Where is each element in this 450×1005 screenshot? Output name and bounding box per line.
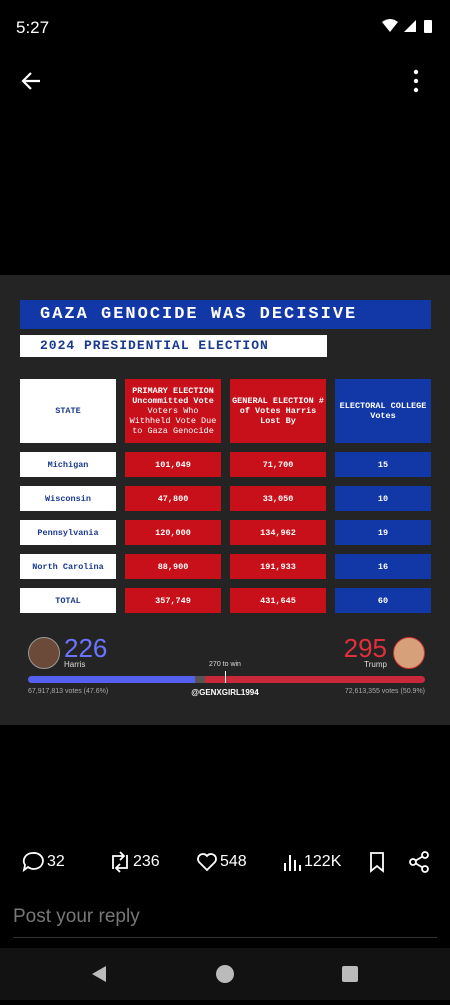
table-cell: 16 (335, 554, 431, 579)
harris-popular: 67,917,813 votes (47.6%) (28, 688, 109, 695)
back-button[interactable] (20, 70, 44, 92)
harris-avatar (28, 637, 60, 669)
header-cell: PRIMARY ELECTION Uncommitted Vote Voters … (125, 379, 221, 443)
like-icon[interactable] (196, 851, 218, 873)
divider (13, 937, 437, 938)
repost-count: 236 (133, 853, 160, 870)
nav-buttons[interactable] (0, 948, 450, 1000)
header-cell: ELECTORAL COLLEGE Votes (335, 379, 431, 443)
table-cell: 431,645 (230, 588, 326, 613)
harris-votes: 226 (64, 633, 108, 663)
status-icons (382, 19, 432, 33)
table-cell: 71,700 (230, 452, 326, 477)
harris-name: Harris (64, 660, 86, 669)
reply-input[interactable]: Post your reply (13, 906, 140, 927)
views-icon[interactable] (282, 851, 302, 873)
trump-votes: 295 (343, 633, 387, 663)
table-cell: 191,933 (230, 554, 326, 579)
table-cell: North Carolina (20, 554, 116, 579)
reply-icon[interactable] (22, 851, 44, 873)
table-cell: 120,000 (125, 520, 221, 545)
table-cell: 15 (335, 452, 431, 477)
table-cell: Wisconsin (20, 486, 116, 511)
table-cell: 101,049 (125, 452, 221, 477)
table-cell: 60 (335, 588, 431, 613)
views-count: 122K (304, 853, 342, 870)
trump-avatar (393, 637, 425, 669)
like-count: 548 (220, 853, 247, 870)
clock: 5:27 (16, 18, 50, 37)
repost-icon[interactable] (108, 851, 132, 873)
table-cell: TOTAL (20, 588, 116, 613)
table-cell: Pennsylvania (20, 520, 116, 545)
share-icon[interactable] (408, 851, 430, 873)
post-image[interactable]: GAZA GENOCIDE WAS DECISIVE 2024 PRESIDEN… (0, 275, 450, 725)
credit: @GENXGIRL1994 (191, 688, 259, 697)
table-cell: 357,749 (125, 588, 221, 613)
table-cell: 10 (335, 486, 431, 511)
table-cell: 33,050 (230, 486, 326, 511)
header-subtext: Voters Who Withheld Vote Due to Gaza Gen… (129, 406, 217, 436)
header-text: PRIMARY ELECTION Uncommitted Vote (132, 386, 214, 406)
nav-bar (0, 948, 450, 1000)
reply-count: 32 (47, 853, 65, 870)
table-cell: 88,900 (125, 554, 221, 579)
result-bar (28, 676, 425, 683)
header-cell: GENERAL ELECTION # of Votes Harris Lost … (230, 379, 326, 443)
trump-popular: 72,613,355 votes (50.9%) (344, 688, 425, 695)
table-cell: 134,962 (230, 520, 326, 545)
image-title: GAZA GENOCIDE WAS DECISIVE (20, 300, 431, 329)
image-subtitle: 2024 PRESIDENTIAL ELECTION (20, 335, 327, 357)
threshold-label: 270 to win (209, 661, 241, 668)
trump-name: Trump (364, 660, 387, 669)
threshold-marker (225, 671, 226, 683)
header-cell: STATE (20, 379, 116, 443)
table-cell: 19 (335, 520, 431, 545)
table-cell: 47,800 (125, 486, 221, 511)
more-button[interactable] (410, 68, 422, 94)
bookmark-icon[interactable] (368, 851, 386, 873)
table-cell: Michigan (20, 452, 116, 477)
